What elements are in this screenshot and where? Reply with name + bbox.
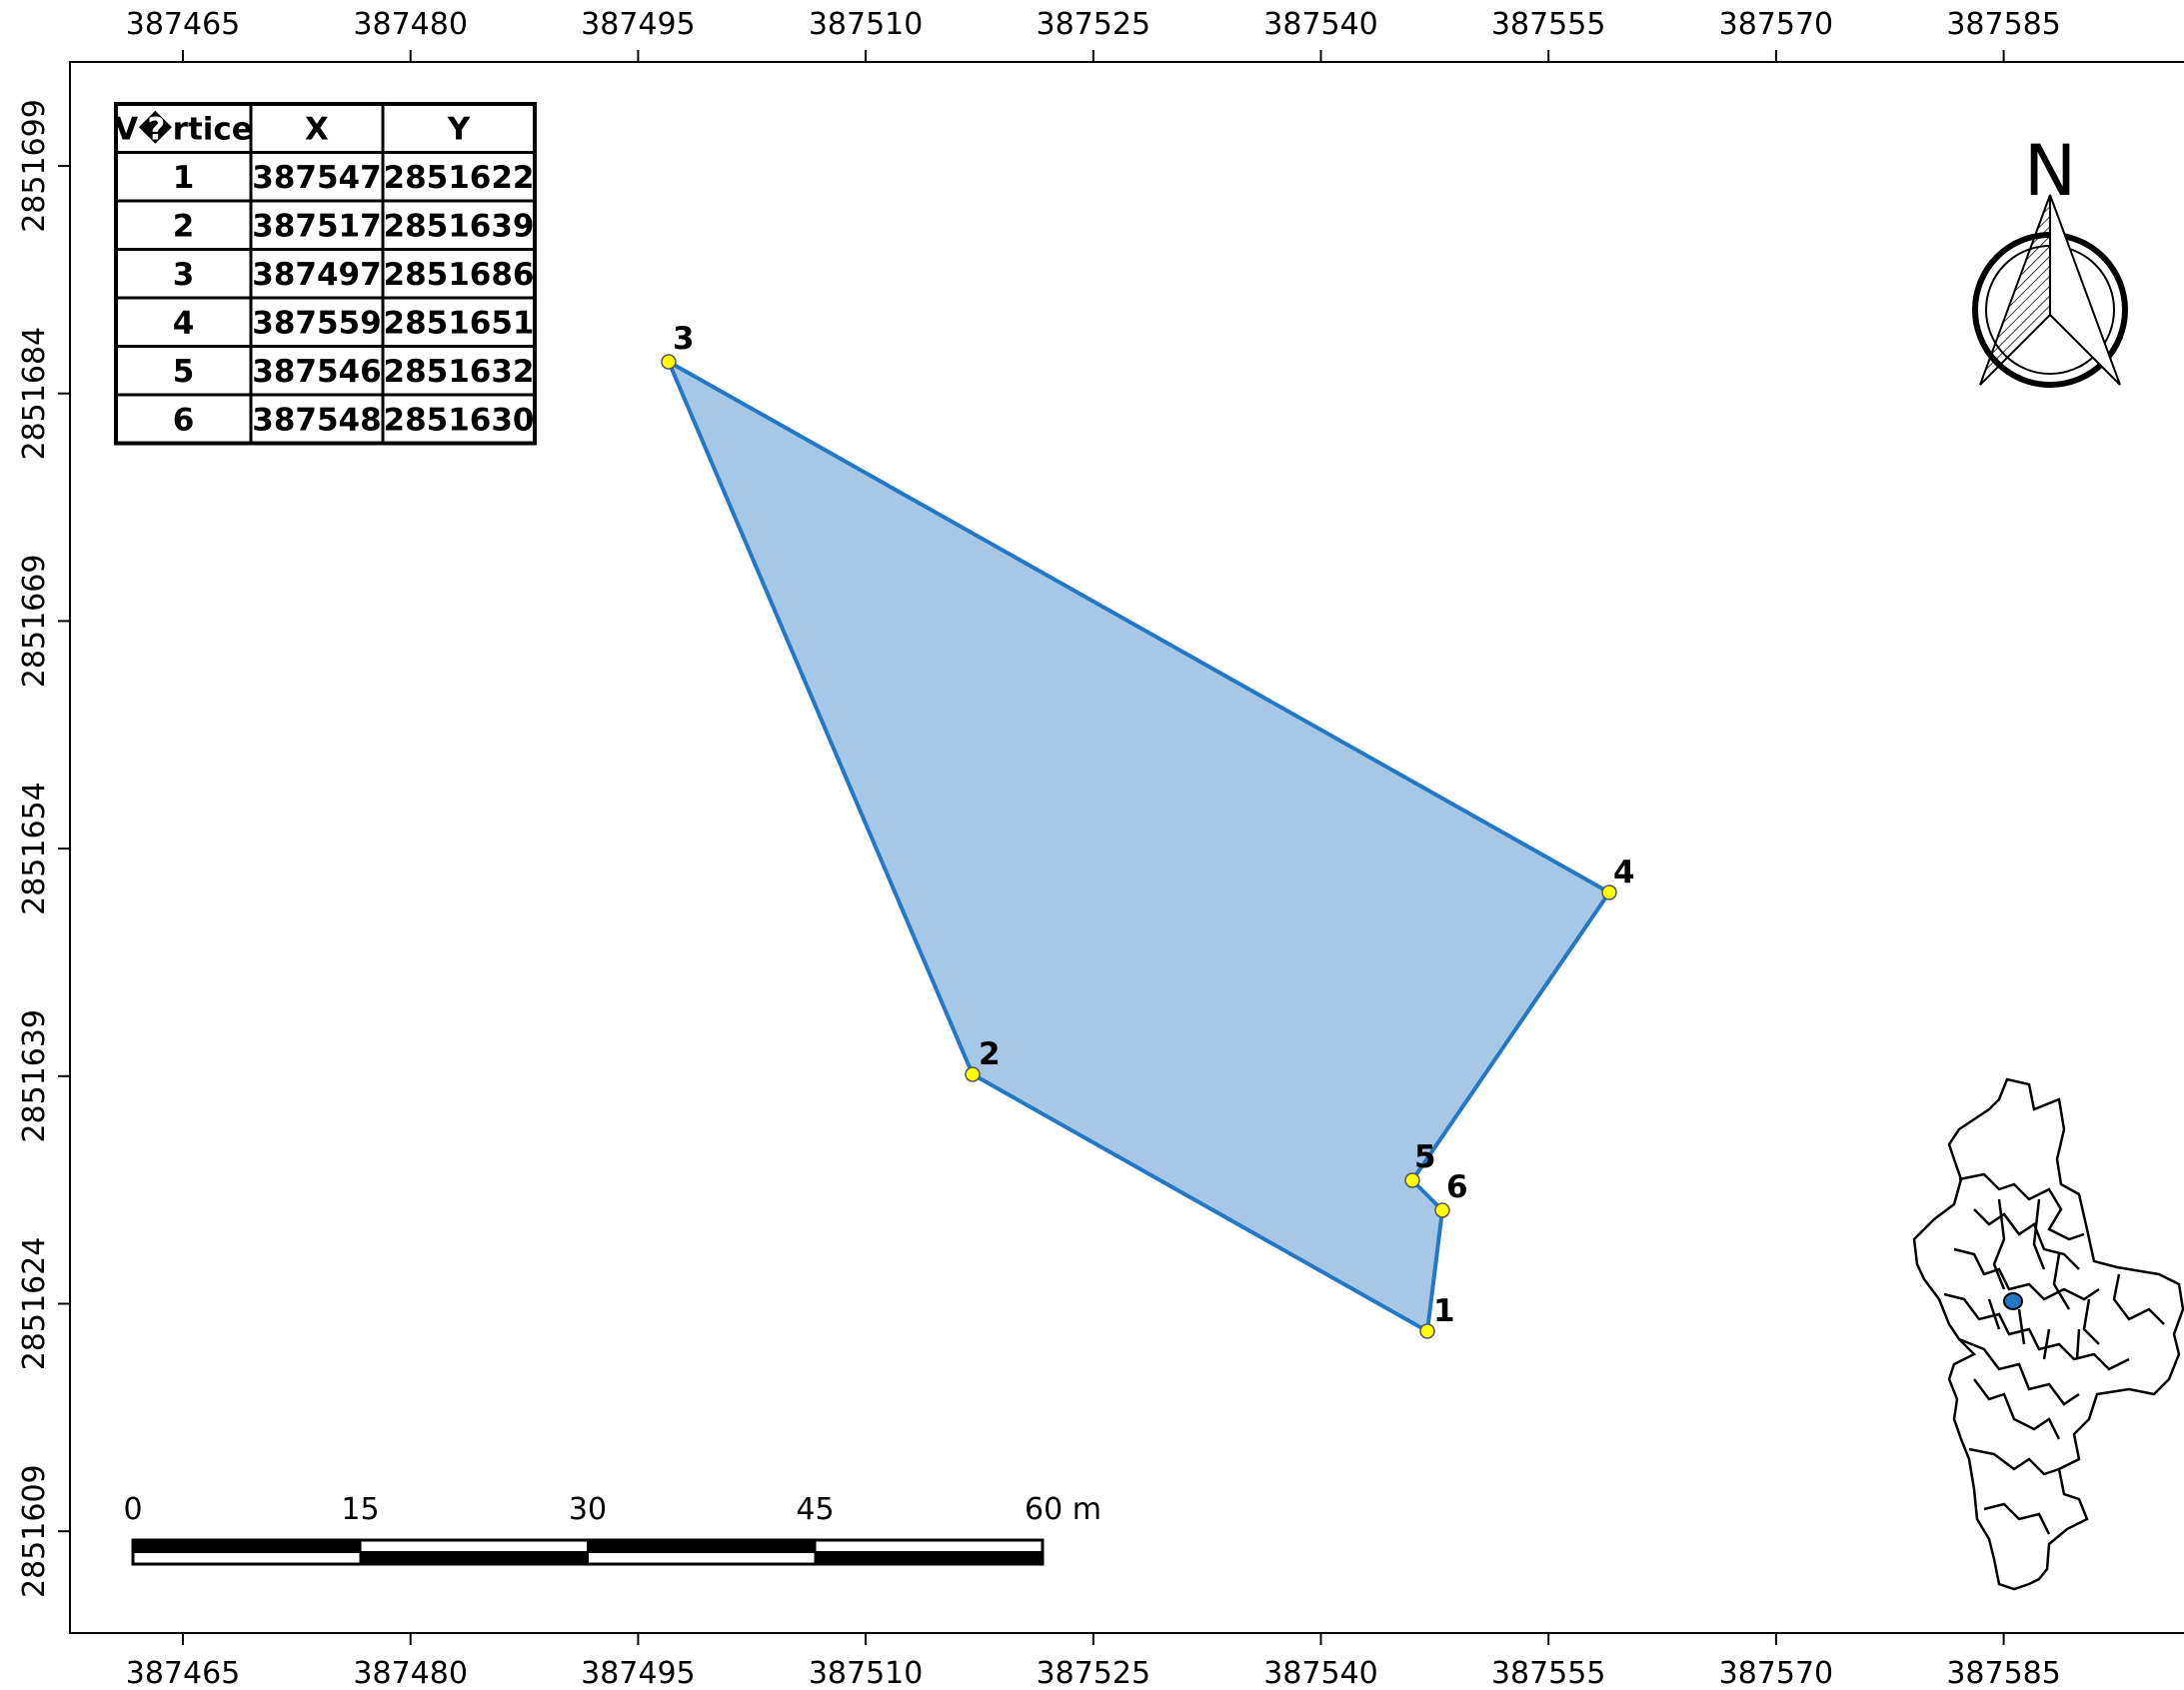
scale-segment xyxy=(587,1551,817,1565)
table-cell: 2851622 xyxy=(384,160,535,196)
scale-segment xyxy=(359,1551,589,1565)
scale-segment xyxy=(132,1539,362,1553)
x-tick-label-top: 387525 xyxy=(1037,7,1151,42)
x-tick-label-top: 387480 xyxy=(353,7,468,42)
x-tick-label-top: 387495 xyxy=(581,7,696,42)
scale-label: 45 xyxy=(796,1492,834,1527)
scale-label: 60 m xyxy=(1025,1492,1101,1527)
x-tick-label-bottom: 387465 xyxy=(126,1656,241,1690)
vertex-label: 3 xyxy=(673,321,695,357)
x-tick-label-top: 387540 xyxy=(1263,7,1378,42)
vertices-layer: 1 2 3 4 56 xyxy=(661,321,1635,1339)
y-tick-label-left: 2851609 xyxy=(17,1464,52,1598)
y-tick-label-left: 2851624 xyxy=(17,1237,52,1371)
table-cell: 387546 xyxy=(252,354,381,390)
scale-segment xyxy=(359,1539,589,1553)
table-cell: 2 xyxy=(173,208,195,244)
vertex-label: 5 xyxy=(1414,1139,1436,1175)
scale-segment xyxy=(132,1551,362,1565)
x-tick-label-bottom: 387510 xyxy=(809,1656,924,1690)
y-tick-label-left: 2851639 xyxy=(17,1009,52,1143)
table-header: Y xyxy=(447,111,471,147)
table-cell: 2851651 xyxy=(384,305,535,341)
table-cell: 3 xyxy=(173,257,195,293)
scale-segment xyxy=(814,1539,1044,1553)
y-tick-label-left: 2851684 xyxy=(17,327,52,461)
table-cell: 387548 xyxy=(252,402,381,438)
y-tick-label-left: 2851699 xyxy=(17,99,52,233)
table-cell: 2851686 xyxy=(384,257,535,293)
table-header: X xyxy=(305,111,329,147)
table-cell: 387497 xyxy=(252,257,381,293)
vertex-point xyxy=(965,1066,981,1082)
table-cell: 1 xyxy=(173,160,195,196)
vertex-point xyxy=(1601,884,1617,900)
table-cell: 4 xyxy=(173,305,195,341)
vertex-label: 6 xyxy=(1446,1169,1468,1205)
scale-segment xyxy=(587,1539,817,1553)
scale-label: 30 xyxy=(569,1492,607,1527)
table-cell: 6 xyxy=(173,402,195,438)
table-cell: 387517 xyxy=(252,208,381,244)
x-tick-label-top: 387585 xyxy=(1946,7,2061,42)
x-tick-label-top: 387555 xyxy=(1491,7,1606,42)
scale-label: 15 xyxy=(341,1492,379,1527)
table-cell: 5 xyxy=(173,354,195,390)
x-tick-label-top: 387465 xyxy=(126,7,241,42)
x-tick-label-top: 387570 xyxy=(1719,7,1834,42)
x-tick-label-bottom: 387570 xyxy=(1719,1656,1834,1690)
vertex-table-border xyxy=(114,102,537,446)
x-tick-label-bottom: 387555 xyxy=(1491,1656,1606,1690)
y-tick-label-left: 2851654 xyxy=(17,782,52,915)
x-tick-label-bottom: 387585 xyxy=(1946,1656,2061,1690)
table-cell: 387559 xyxy=(252,305,381,341)
x-tick-label-top: 387510 xyxy=(809,7,924,42)
x-tick-label-bottom: 387525 xyxy=(1037,1656,1151,1690)
x-tick-label-bottom: 387540 xyxy=(1263,1656,1378,1690)
north-arrow-icon: N xyxy=(1972,130,2128,388)
y-tick-label-left: 2851669 xyxy=(17,555,52,689)
coordinate-ticks: 387465 387465 387480 387480 387495 387495 3875… xyxy=(17,7,2061,1690)
scale-label: 0 xyxy=(123,1492,142,1527)
x-tick-label-bottom: 387495 xyxy=(581,1656,696,1690)
scale-segment xyxy=(814,1551,1044,1565)
vertex-point xyxy=(1419,1323,1435,1339)
locator-inset-map xyxy=(1912,1077,2184,1591)
table-cell: 2851630 xyxy=(384,402,535,438)
table-cell: 2851639 xyxy=(384,208,535,244)
vertex-label: 1 xyxy=(1433,1293,1455,1329)
table-header: V�rtice xyxy=(114,110,253,147)
vertex-point xyxy=(661,354,677,370)
vertex-point xyxy=(1434,1202,1450,1218)
vertex-point xyxy=(1404,1172,1420,1188)
scale-bar: 0 15 30 45 60 m xyxy=(123,1492,1101,1566)
vertex-label: 4 xyxy=(1613,854,1635,890)
vertex-label: 2 xyxy=(979,1036,1001,1072)
x-tick-label-bottom: 387480 xyxy=(353,1656,468,1690)
table-cell: 2851632 xyxy=(384,354,535,390)
vertex-table: V�rtice X Y 1 387547 2851622 2 387517 2851639 3 38… xyxy=(114,102,537,446)
locator-highlight xyxy=(2003,1292,2023,1310)
table-cell: 387547 xyxy=(252,160,381,196)
